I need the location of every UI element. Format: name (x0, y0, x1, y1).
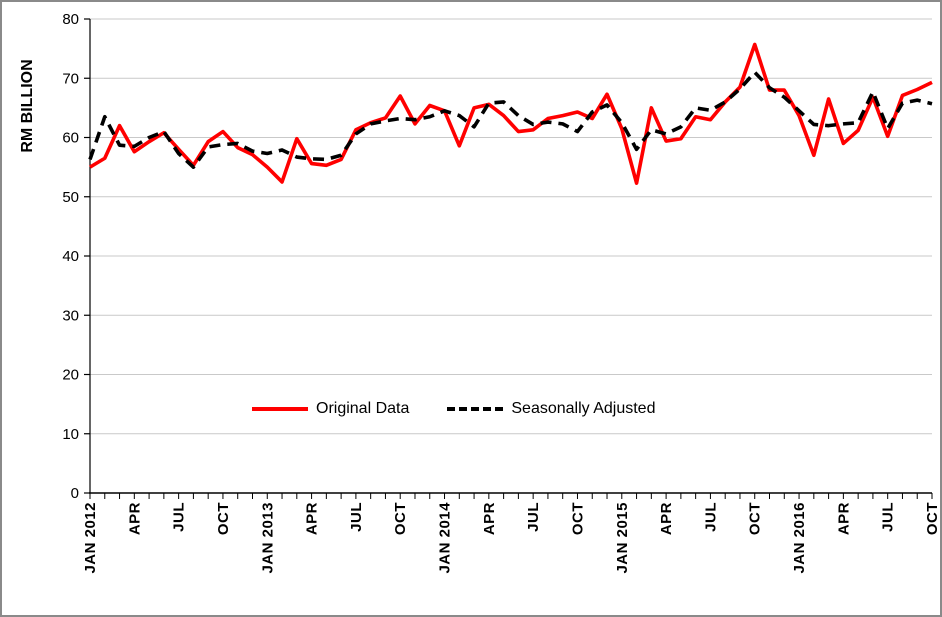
legend-label-original-data: Original Data (316, 400, 410, 417)
original-data-line-swatch (252, 407, 308, 411)
y-tick-label: 70 (62, 70, 79, 87)
x-tick-label: JAN 2013 (259, 502, 276, 574)
legend-item-seasonally-adjusted: Seasonally Adjusted (447, 400, 655, 418)
seasonally-adjusted-line-swatch (447, 407, 504, 411)
y-tick-label: 50 (62, 189, 79, 206)
legend-label-seasonally-adjusted: Seasonally Adjusted (511, 400, 656, 417)
x-tick-label: JUL (702, 502, 719, 532)
x-tick-label: JUL (880, 502, 897, 532)
y-tick-label: 10 (62, 426, 79, 443)
x-tick-label: JAN 2012 (82, 502, 99, 574)
x-tick-label: JUL (171, 502, 188, 532)
x-tick-label: JAN 2015 (614, 502, 631, 574)
x-tick-label: JUL (348, 502, 365, 532)
x-tick-label: OCT (392, 502, 409, 535)
x-tick-label: JAN 2014 (437, 502, 454, 574)
x-tick-label: APR (835, 502, 852, 535)
x-tick-label: OCT (215, 502, 232, 535)
x-tick-label: APR (658, 502, 675, 535)
original-data-line (89, 42, 933, 185)
x-tick-label: APR (126, 502, 143, 535)
x-tick-label: JUL (525, 502, 542, 532)
x-tick-label: JAN 2016 (791, 502, 808, 574)
y-tick-label: 0 (71, 485, 79, 502)
legend: Original Data Seasonally Adjusted (252, 400, 655, 418)
y-axis-title: RM BILLION (19, 59, 36, 153)
y-tick-label: 60 (62, 130, 79, 147)
x-tick-label: APR (304, 502, 321, 535)
y-tick-label: 80 (62, 11, 79, 28)
seasonally-adjusted-line (88, 70, 933, 169)
x-tick-label: OCT (747, 502, 764, 535)
x-tick-label: OCT (569, 502, 586, 535)
y-tick-label: 40 (62, 248, 79, 265)
x-tick-label: OCT (924, 502, 941, 535)
y-tick-label: 30 (62, 307, 79, 324)
x-tick-label: APR (481, 502, 498, 535)
legend-item-original-data: Original Data (252, 400, 409, 418)
y-tick-label: 20 (62, 367, 79, 384)
